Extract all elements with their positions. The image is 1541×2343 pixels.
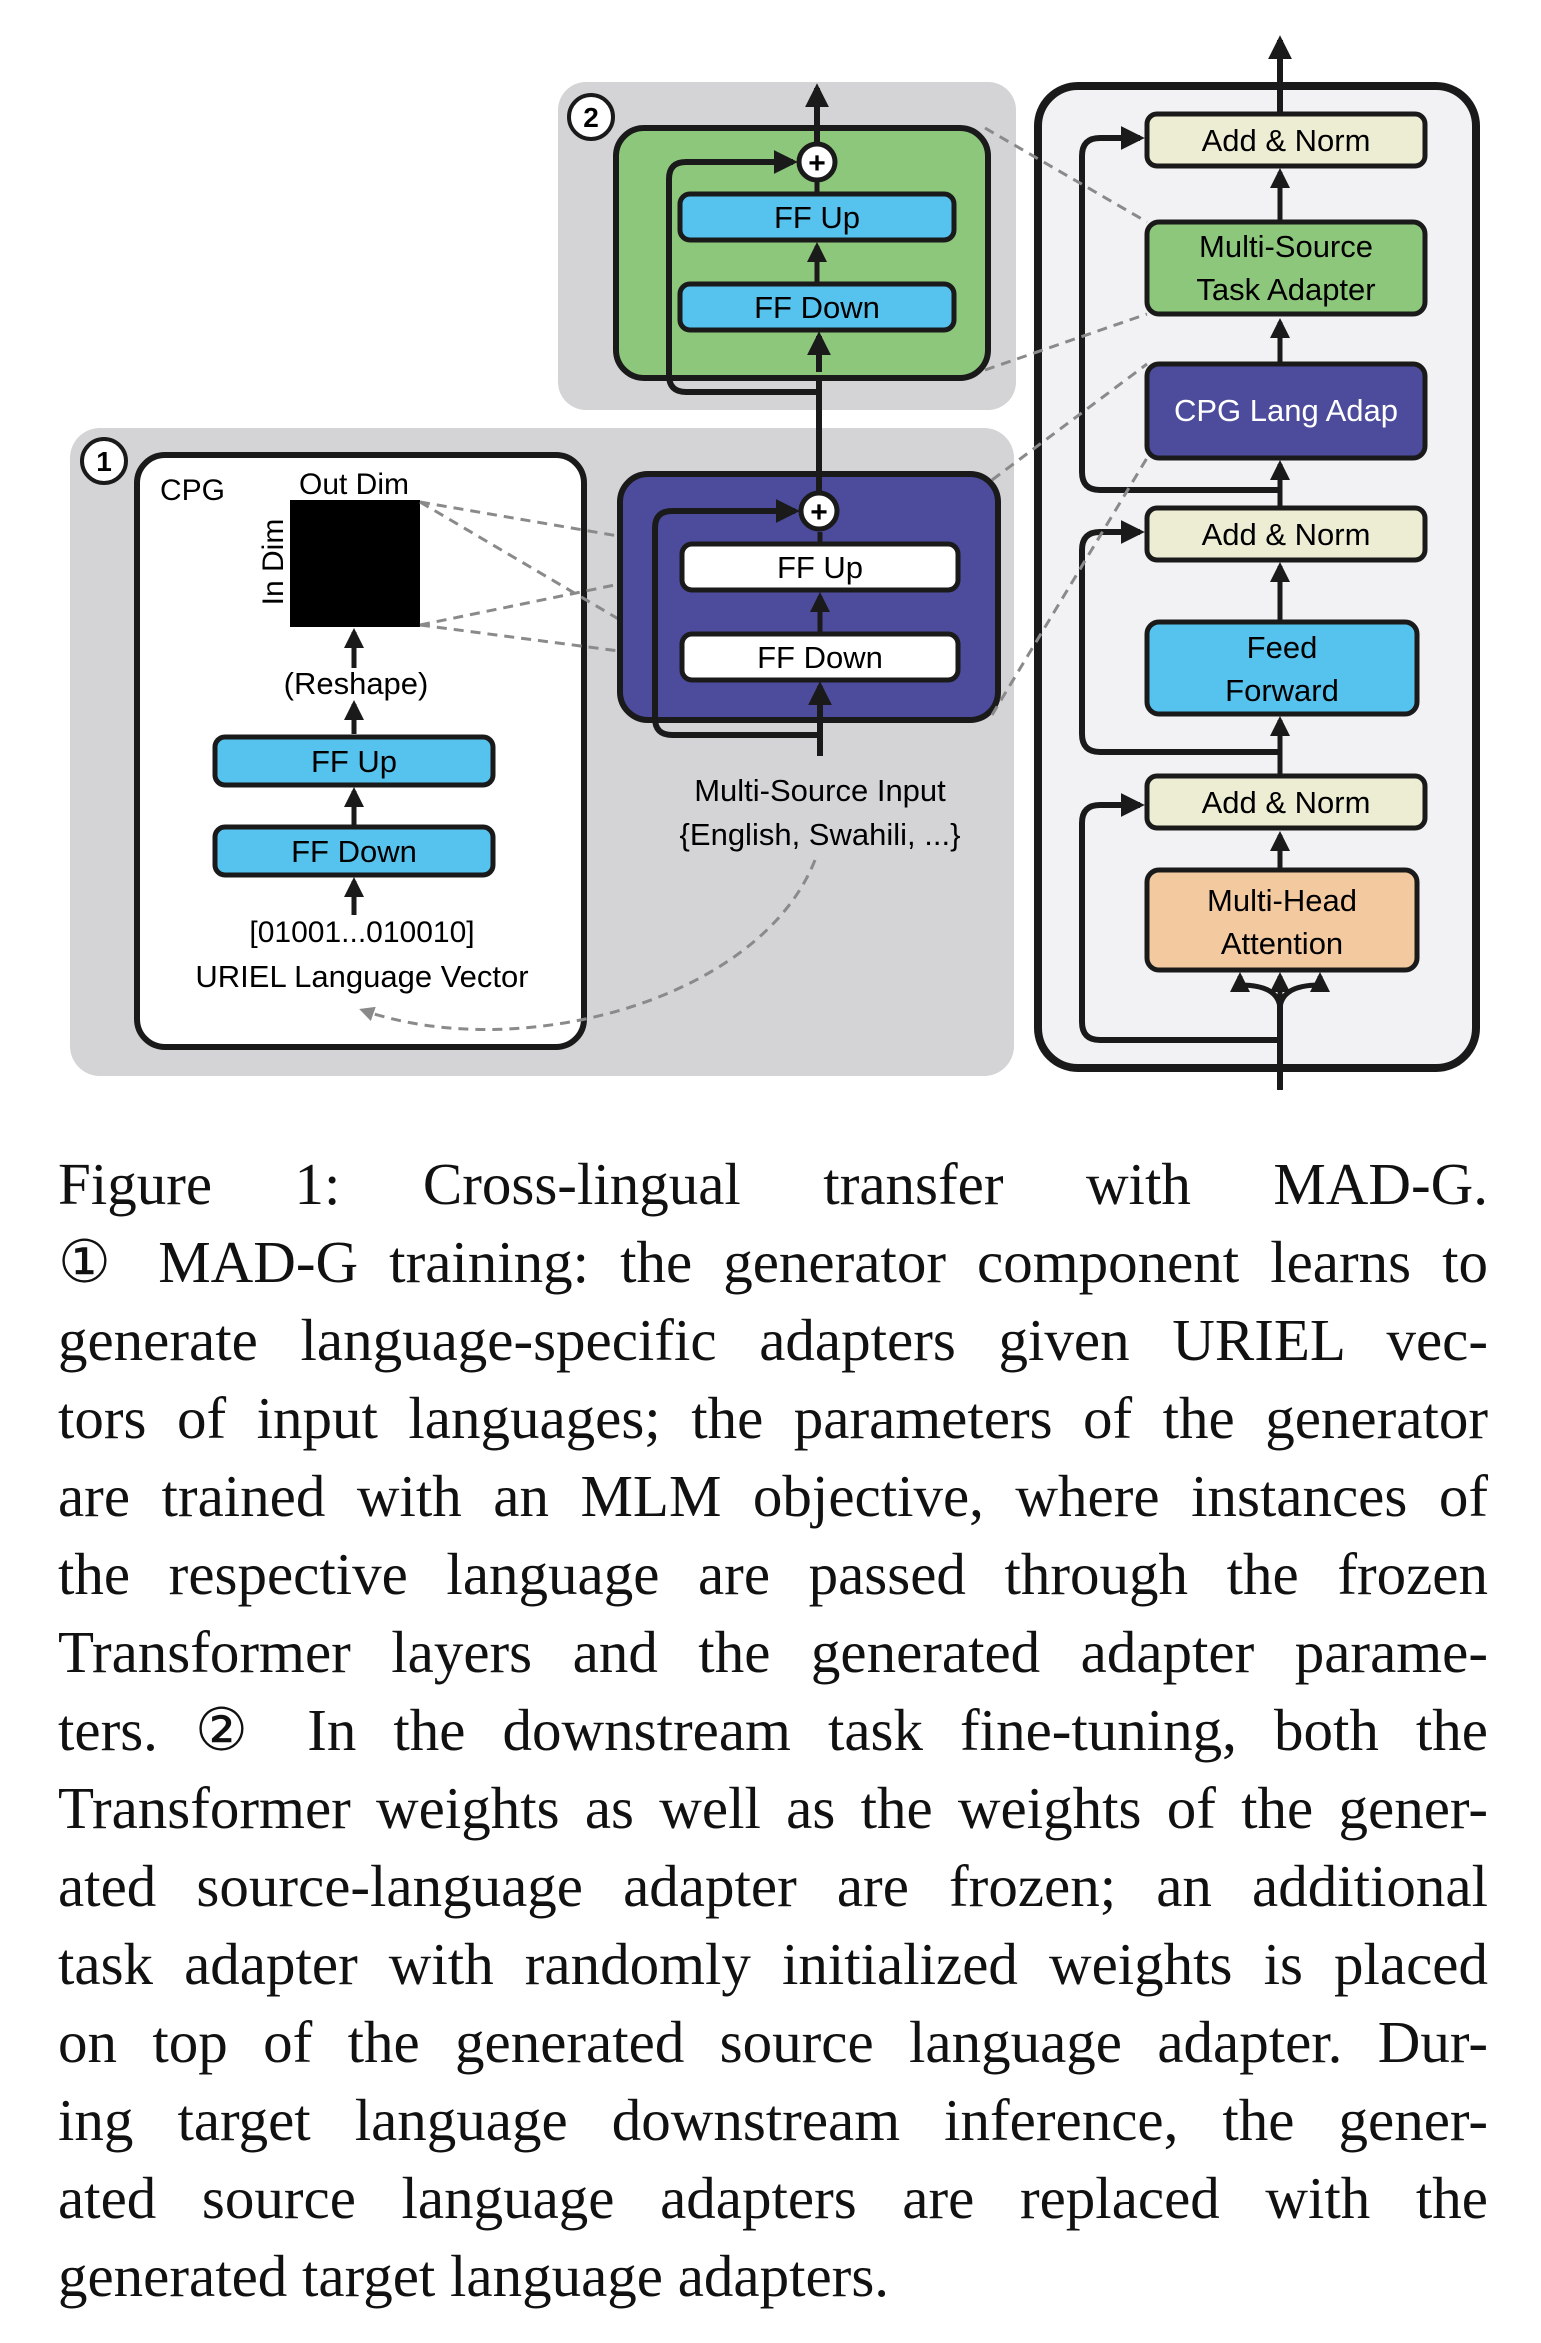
task-adapter-ff-down-label: FF Down [754, 290, 880, 325]
caption-line: are trained with an MLM objective, where… [58, 1463, 1488, 1529]
task-adapter-plus-node: + [796, 141, 838, 183]
mha-line-2: Attention [1221, 926, 1343, 961]
add-norm-middle [1144, 505, 1428, 563]
caption-line: Figure 1: Cross-lingual transfer with MA… [58, 1151, 1488, 1217]
caption-line: ters. ② In the downstream task fine-tuni… [58, 1697, 1488, 1763]
lang-adapter-residual [652, 499, 820, 738]
caption-line: task adapter with randomly initialized w… [58, 1931, 1488, 1997]
cpg-ff-up-label: FF Up [311, 744, 397, 779]
task-adapter-ff-down [677, 281, 957, 333]
svg-text:+: + [810, 496, 828, 529]
caption-line: on top of the generated source language … [58, 2009, 1488, 2075]
lang-adapter-ff-up-label: FF Up [777, 550, 863, 585]
adapter-residual [1079, 126, 1280, 493]
input-to-uriel-dash [359, 859, 817, 1031]
lang-adapter-ff-up [679, 541, 961, 593]
caption-line: generated target language adapters. [58, 2243, 890, 2309]
feed-forward-line-2: Forward [1225, 673, 1339, 708]
task-adapter-slot-line-2: Task Adapter [1196, 272, 1375, 307]
add-norm-bottom-label: Add & Norm [1202, 785, 1371, 820]
task-adapter-residual [666, 150, 819, 395]
cpg-lang-adap-label: CPG Lang Adap [1174, 393, 1398, 428]
caption-line: tors of input languages; the parameters … [58, 1385, 1488, 1451]
cpg-ff-up [212, 734, 496, 788]
add-norm-middle-label: Add & Norm [1202, 517, 1371, 552]
cpg-ff-down-label: FF Down [291, 834, 417, 869]
mad-g-diagram: 2 1 CPG Out Dim In Dim (Reshape) FF Up F… [70, 35, 1480, 1090]
out-dim-label: Out Dim [299, 468, 409, 501]
add-norm-top-label: Add & Norm [1202, 123, 1371, 158]
adapter-to-slot-dashes [984, 126, 1149, 716]
caption-line: ated source language adapters are replac… [58, 2165, 1488, 2231]
add-norm-top [1144, 111, 1428, 169]
ffn-residual [1079, 520, 1280, 755]
svg-text:2: 2 [583, 102, 599, 133]
lang-adapter-ff-down [679, 631, 961, 683]
caption-line: ing target language downstream inference… [58, 2087, 1488, 2153]
task-adapter-ff-up [677, 191, 957, 243]
caption-line: ated source-language adapter are frozen;… [58, 1853, 1488, 1919]
add-norm-bottom [1144, 773, 1428, 831]
input-line-1: Multi-Source Input [694, 773, 946, 808]
in-dim-label: In Dim [257, 519, 290, 606]
feed-forward-line-1: Feed [1247, 630, 1318, 665]
lang-adapter-plus-node: + [798, 490, 840, 532]
multi-source-task-adapter-slot [1144, 219, 1428, 317]
svg-text:1: 1 [96, 446, 112, 477]
attention-residual [1079, 793, 1280, 1043]
cpg-lang-adapter-slot [1144, 361, 1428, 461]
mha-line-1: Multi-Head [1207, 883, 1357, 918]
task-adapter-ff-up-label: FF Up [774, 200, 860, 235]
step-marker-2: 2 [567, 93, 615, 141]
generated-weight-matrix [290, 500, 420, 627]
cpg-title: CPG [160, 474, 225, 507]
multi-head-attention [1144, 867, 1420, 973]
step-marker-1: 1 [80, 437, 128, 485]
task-adapter-slot-line-1: Multi-Source [1199, 229, 1373, 264]
caption-line: Transformer weights as well as the weigh… [58, 1775, 1488, 1841]
caption-line: ① MAD-G training: the generator componen… [58, 1229, 1488, 1295]
uriel-vector-bits: [01001...010010] [249, 916, 474, 949]
feed-forward [1144, 619, 1420, 717]
figure-caption: Figure 1: Cross-lingual transfer with MA… [58, 1145, 1488, 2315]
reshape-label: (Reshape) [284, 666, 429, 701]
caption-line: Transformer layers and the generated ada… [58, 1619, 1488, 1685]
lang-adapter-ff-down-label: FF Down [757, 640, 883, 675]
input-line-2: {English, Swahili, ...} [680, 817, 961, 852]
cpg-ff-down [212, 824, 496, 878]
uriel-vector-label: URIEL Language Vector [195, 959, 528, 994]
svg-text:+: + [808, 147, 826, 180]
caption-line: the respective language are passed throu… [58, 1541, 1488, 1607]
caption-line: generate language-specific adapters give… [58, 1307, 1488, 1373]
